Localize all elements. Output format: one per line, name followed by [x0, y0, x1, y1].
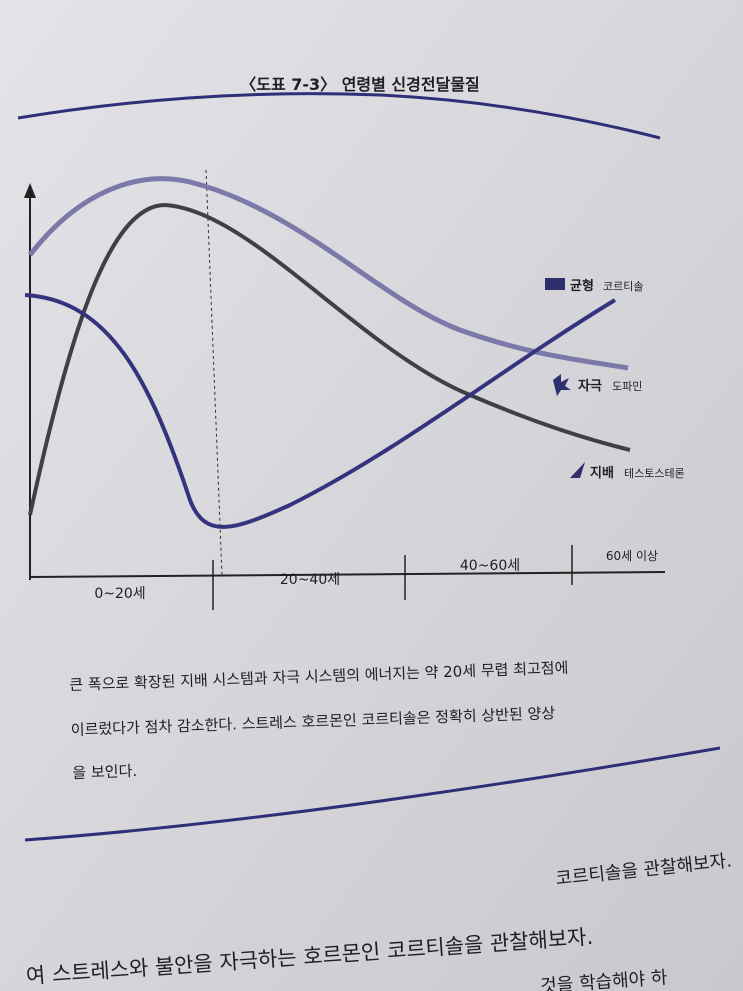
legend-hormone: 테스토스테론: [624, 467, 685, 480]
age-label: 20~40세: [280, 572, 340, 588]
legend-icon: [570, 462, 585, 478]
age-label: 60세 이상: [606, 549, 658, 563]
age-label: 40~60세: [460, 558, 520, 574]
legend-hormone: 코르티솔: [603, 280, 643, 293]
body-line: 것을 학습해야 하: [540, 967, 669, 991]
legend-system: 자극: [578, 379, 602, 394]
cortisol-curve: [24, 293, 617, 529]
x-axis: [29, 571, 666, 578]
peak-guide: [205, 169, 223, 576]
title-rule: [17, 92, 661, 140]
caption-line: 을 보인다.: [72, 762, 137, 782]
figure-title: 〈도표 7-3〉 연령별 신경전달물질: [240, 75, 480, 94]
caption-rule: [24, 746, 721, 842]
dopamine-curve: [28, 176, 629, 371]
legend-icon: [553, 374, 571, 396]
legend-hormone: 도파민: [612, 380, 642, 393]
axis-arrow: [24, 183, 36, 198]
legend-icon: [545, 278, 565, 290]
age-label: 0~20세: [94, 586, 145, 602]
testosterone-curve: [28, 202, 631, 516]
legend-system: 지배: [590, 465, 614, 481]
legend-system: 균형: [570, 278, 594, 294]
